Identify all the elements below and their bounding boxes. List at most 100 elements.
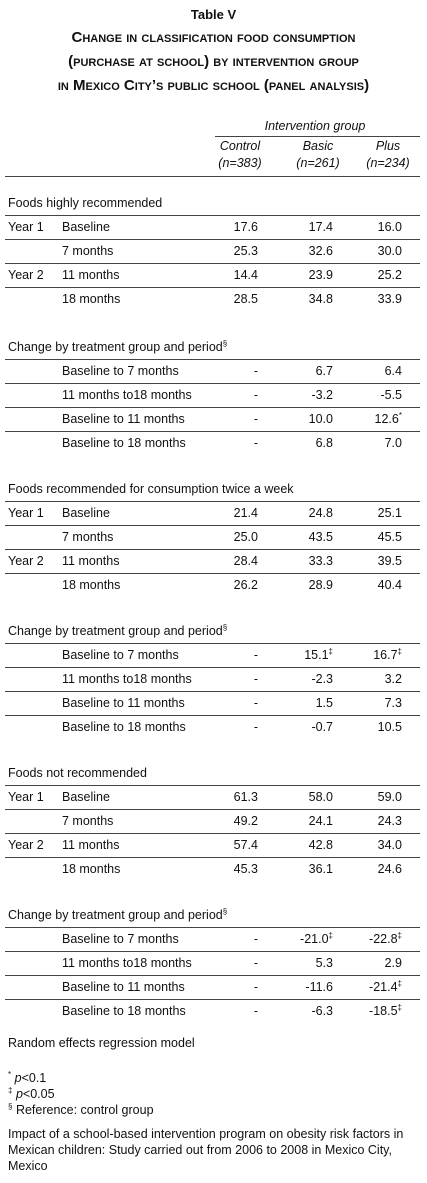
section-title: Change by treatment group and period§	[8, 622, 228, 638]
cell: 14.4	[233, 268, 258, 282]
year-label: Year 1	[8, 790, 44, 804]
row-label: 18 months	[62, 862, 121, 876]
column-n: (n=383)	[218, 156, 262, 170]
cell: -	[253, 672, 258, 686]
cell: -18.5‡	[369, 1003, 402, 1019]
row-label: Baseline to 18 months	[62, 436, 186, 450]
cell: 16.7‡	[373, 647, 402, 663]
cell: -	[253, 980, 258, 994]
cell: 34.0	[377, 838, 402, 852]
model-note: Random effects regression model	[8, 1036, 195, 1050]
rule	[5, 927, 420, 928]
cell: 1.5	[315, 696, 333, 710]
cell: 5.3	[315, 956, 333, 970]
rule	[5, 407, 420, 408]
source-note: Impact of a school-based intervention pr…	[8, 1127, 404, 1173]
cell: 25.3	[233, 244, 258, 258]
rule	[5, 999, 420, 1000]
footnote-mark: §	[222, 338, 228, 348]
cell: 10.0	[308, 412, 333, 426]
group-header: Intervention group	[264, 119, 366, 133]
cell: 7.0	[384, 436, 402, 450]
year-label: Year 2	[8, 268, 44, 282]
rule	[5, 833, 420, 834]
cell: 15.1‡	[304, 647, 333, 663]
column-name: Control	[219, 139, 261, 153]
cell-value: 16.7	[373, 648, 398, 662]
rule	[5, 785, 420, 786]
cell: 6.4	[384, 364, 402, 378]
cell: 45.3	[233, 862, 258, 876]
row-label: Baseline to 11 months	[62, 412, 185, 426]
column-n: (n=234)	[366, 156, 410, 170]
column-name: Basic	[302, 139, 334, 153]
cell: 7.3	[384, 696, 402, 710]
rule	[5, 715, 420, 716]
footnote-mark: ‡	[397, 646, 402, 656]
rule	[5, 809, 420, 810]
cell: -	[253, 1004, 258, 1018]
cell: 45.5	[377, 530, 402, 544]
row-label: 11 months to18 months	[62, 388, 192, 402]
footnote-text: <0.05	[22, 1087, 55, 1101]
rule	[215, 136, 420, 137]
row-label: 11 months to18 months	[62, 672, 192, 686]
table-subtitle: Change in classification food consumptio…	[71, 29, 356, 46]
cell: -	[253, 720, 258, 734]
cell: 25.1	[377, 506, 402, 520]
cell: 36.1	[308, 862, 333, 876]
row-label: 18 months	[62, 578, 121, 592]
cell: 23.9	[308, 268, 333, 282]
cell: 21.4	[233, 506, 258, 520]
cell: -	[253, 364, 258, 378]
year-label: Year 2	[8, 554, 44, 568]
row-label: 11 months	[62, 554, 120, 568]
cell: -	[253, 648, 258, 662]
row-label: 11 months	[62, 838, 120, 852]
row-label: 7 months	[62, 814, 114, 828]
footnote-symbol: *	[8, 1069, 12, 1079]
cell: 6.7	[315, 364, 333, 378]
footnote: § Reference: control group	[8, 1102, 154, 1118]
cell: 24.8	[308, 506, 333, 520]
cell: 33.9	[377, 292, 402, 306]
cell-value: -21.4	[369, 980, 398, 994]
rule	[5, 239, 420, 240]
table-subtitle: (purchase at school) by intervention gro…	[68, 53, 359, 70]
cell: 49.2	[233, 814, 258, 828]
rule	[5, 176, 420, 177]
cell: -22.8‡	[369, 931, 402, 947]
footnote-text: <0.1	[21, 1071, 47, 1085]
rule	[5, 525, 420, 526]
footnote: ‡ p<0.05	[8, 1086, 55, 1102]
cell: -5.5	[380, 388, 402, 402]
cell: -3.2	[311, 388, 333, 402]
cell: -	[253, 696, 258, 710]
rule	[5, 573, 420, 574]
cell: 58.0	[308, 790, 333, 804]
footnote-mark: ‡	[397, 930, 402, 940]
cell: 3.2	[384, 672, 402, 686]
section-title: Foods recommended for consumption twice …	[8, 482, 294, 496]
rule	[5, 287, 420, 288]
cell: 30.0	[377, 244, 402, 258]
footnote-mark: ‡	[328, 930, 333, 940]
rule	[5, 975, 420, 976]
cell: 40.4	[377, 578, 402, 592]
row-label: 11 months to18 months	[62, 956, 192, 970]
row-label: Baseline to 11 months	[62, 980, 185, 994]
section-title: Change by treatment group and period§	[8, 906, 228, 922]
column-name: Plus	[375, 139, 401, 153]
footnote-var: p	[15, 1087, 23, 1101]
section-title: Change by treatment group and period§	[8, 338, 228, 354]
cell: 43.5	[308, 530, 333, 544]
cell: 28.9	[308, 578, 333, 592]
year-label: Year 2	[8, 838, 44, 852]
footnote-mark: ‡	[397, 978, 402, 988]
cell: 28.4	[233, 554, 258, 568]
footnote-mark: §	[222, 622, 228, 632]
rule	[5, 667, 420, 668]
cell: 34.8	[308, 292, 333, 306]
cell-value: -18.5	[369, 1004, 398, 1018]
